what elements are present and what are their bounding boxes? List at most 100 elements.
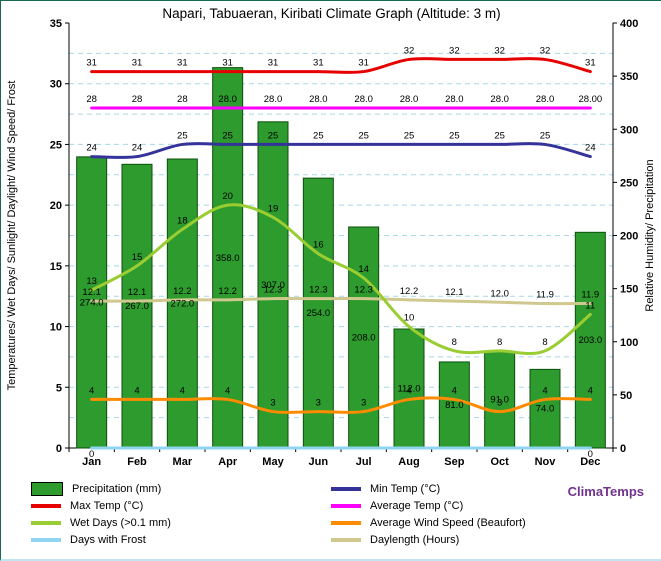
month-label: Mar <box>173 456 193 468</box>
daylength-hours-value-label: 12.3 <box>264 285 283 296</box>
days-with-frost-value-label: 0 <box>588 449 593 460</box>
legend-label: Daylength (Hours) <box>370 533 460 546</box>
left-axis-tick-label: 10 <box>50 322 62 334</box>
average-temp-c-value-label: 28.00 <box>578 94 602 105</box>
wet-days-0-1-mm-value-label: 11 <box>585 300 595 311</box>
average-temp-c-value-label: 28.0 <box>536 94 555 105</box>
min-temp-c-value-label: 25 <box>268 130 279 141</box>
month-label: Jan <box>82 456 101 468</box>
max-temp-c-value-label: 31 <box>132 58 143 69</box>
average-temp-c-value-label: 28 <box>86 94 97 105</box>
legend-swatch-days-with-frost <box>31 537 61 542</box>
wet-days-0-1-mm-value-label: 14 <box>358 264 369 275</box>
average-temp-c-value-label: 28 <box>132 94 143 105</box>
precipitation-value-label: 358.0 <box>216 253 240 264</box>
average-wind-speed-beaufort-value-label: 4 <box>89 385 94 396</box>
right-axis-tick-label: 100 <box>620 337 638 349</box>
month-label: Dec <box>580 456 600 468</box>
legend-label: Min Temp (°C) <box>370 482 441 495</box>
series-average-wind-speed-beaufort <box>90 396 592 414</box>
legend-swatch-average-temp-c <box>331 503 361 508</box>
max-temp-c-value-label: 32 <box>494 45 505 56</box>
min-temp-c-value-label: 24 <box>86 143 97 154</box>
wet-days-0-1-mm-value-label: 8 <box>497 337 502 348</box>
daylength-hours-value-label: 12.1 <box>128 287 147 298</box>
month-label: Feb <box>127 456 147 468</box>
min-temp-c-value-label: 25 <box>449 130 460 141</box>
min-temp-c-value-label: 25 <box>222 130 233 141</box>
daylength-hours-value-label: 12.1 <box>82 287 101 298</box>
series-precipitation-mm <box>76 67 606 449</box>
legend-label: Average Temp (°C) <box>370 499 464 512</box>
series-max-temp-c <box>90 57 592 74</box>
wet-days-0-1-mm-value-label: 18 <box>177 215 188 226</box>
precipitation-value-label: 74.0 <box>536 404 555 415</box>
daylength-hours-value-label: 12.3 <box>309 285 328 296</box>
min-temp-c-value-label: 25 <box>540 130 551 141</box>
average-wind-speed-beaufort-value-label: 4 <box>225 385 230 396</box>
average-wind-speed-beaufort-value-label: 4 <box>406 385 411 396</box>
left-axis-tick-label: 35 <box>50 18 62 30</box>
chart-title: Napari, Tabuaeran, Kiribati Climate Grap… <box>162 6 501 21</box>
left-axis-tick-label: 15 <box>50 261 62 273</box>
daylength-hours-value-label: 11.9 <box>581 290 599 301</box>
precipitation-value-label: 254.0 <box>306 308 330 319</box>
daylength-hours-value-label: 12.3 <box>354 285 373 296</box>
legend-item-min-temp-c: Min Temp (°C) <box>331 480 526 497</box>
daylength-hours-value-label: 11.9 <box>536 290 554 301</box>
min-temp-c-value-label: 25 <box>177 130 188 141</box>
precipitation-bar <box>212 67 244 449</box>
average-temp-c-value-label: 28 <box>177 94 188 105</box>
legend-item-days-with-frost: Days with Frost <box>31 531 331 548</box>
wet-days-0-1-mm-value-label: 15 <box>132 252 143 263</box>
left-axis-tick-label: 30 <box>50 79 62 91</box>
series-daylength-hours <box>90 297 592 306</box>
axes: 05101520253035050100150200250300350400Ja… <box>50 18 639 468</box>
legend-label: Precipitation (mm) <box>72 482 162 495</box>
precipitation-value-label: 274.0 <box>80 297 104 308</box>
legend-item-max-temp-c: Max Temp (°C) <box>31 497 331 514</box>
max-temp-c-value-label: 31 <box>222 58 233 69</box>
month-label: Nov <box>535 456 557 468</box>
daylength-hours-value-label: 12.1 <box>445 287 464 298</box>
max-temp-c-value-label: 31 <box>358 58 369 69</box>
wet-days-0-1-mm-value-label: 8 <box>542 337 547 348</box>
legend-swatch-min-temp-c <box>331 486 361 491</box>
left-axis-title: Temperatures/ Wet Days/ Sunlight/ Daylig… <box>6 81 18 391</box>
right-axis-tick-label: 250 <box>620 177 638 189</box>
legend-swatch-precipitation-mm <box>31 481 63 496</box>
wet-days-0-1-mm-value-label: 10 <box>404 313 415 324</box>
wet-days-0-1-mm-value-label: 8 <box>452 337 457 348</box>
legend-swatch-daylength-hours <box>331 537 361 542</box>
average-wind-speed-beaufort-value-label: 3 <box>316 398 321 409</box>
daylength-hours-value-label: 12.2 <box>218 286 237 297</box>
average-wind-speed-beaufort-value-label: 4 <box>180 385 185 396</box>
legend-swatch-max-temp-c <box>31 503 61 508</box>
wet-days-0-1-mm-value-label: 13 <box>86 276 97 287</box>
daylength-hours-value-label: 12.2 <box>400 286 419 297</box>
max-temp-c-value-label: 32 <box>404 45 415 56</box>
precipitation-bar <box>484 350 516 449</box>
max-temp-c-value-label: 32 <box>449 45 460 56</box>
month-label: Sep <box>444 456 464 468</box>
right-axis-tick-label: 150 <box>620 284 638 296</box>
left-axis-tick-label: 0 <box>56 443 62 455</box>
data-labels: 274.0 267.0 272.0 358.0 307.0 254.0 208.0 112.0… <box>80 45 602 460</box>
series-wet-days-0-1-mm <box>90 203 592 356</box>
right-axis-tick-label: 400 <box>620 18 638 30</box>
precipitation-value-label: 112.0 <box>397 384 420 395</box>
min-temp-c-value-label: 25 <box>358 130 369 141</box>
right-axis-tick-label: 0 <box>620 443 626 455</box>
average-temp-c-value-label: 28.0 <box>354 94 373 105</box>
legend-swatch-average-wind-speed-beaufort <box>331 520 361 525</box>
max-temp-c-value-label: 32 <box>540 45 551 56</box>
precipitation-bar <box>393 328 425 449</box>
max-temp-c-value-label: 31 <box>86 58 97 69</box>
climatemps-logo: ClimaTemps <box>567 484 644 499</box>
average-wind-speed-beaufort-value-label: 4 <box>588 385 593 396</box>
left-axis-tick-label: 5 <box>56 382 62 394</box>
min-temp-c-value-label: 24 <box>585 143 596 154</box>
legend-item-daylength-hours: Daylength (Hours) <box>331 531 526 548</box>
average-temp-c-value-label: 28.0 <box>309 94 328 105</box>
right-axis-tick-label: 350 <box>620 71 638 83</box>
